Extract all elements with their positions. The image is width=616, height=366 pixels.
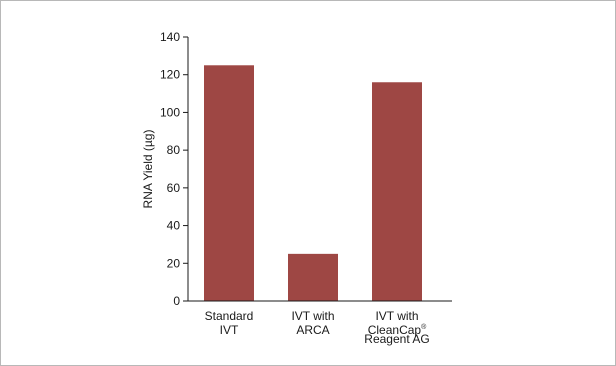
y-tick-label-60: 60 <box>167 181 181 195</box>
y-tick-label-40: 40 <box>167 219 181 233</box>
y-tick-label-20: 20 <box>167 256 181 270</box>
x-category-label-2: IVT with ARCA <box>291 309 334 337</box>
y-tick-label-100: 100 <box>160 105 180 119</box>
x-category-label-3: IVT with CleanCap® Reagent AG <box>364 309 429 346</box>
y-tick-label-140: 140 <box>160 30 180 44</box>
y-tick-label-120: 120 <box>160 68 180 82</box>
bar-1 <box>204 65 254 302</box>
y-axis-title: RNA Yield (µg) <box>141 130 155 209</box>
y-tick-label-0: 0 <box>173 294 180 308</box>
y-tick-label-80: 80 <box>167 143 181 157</box>
bar-2 <box>288 253 338 301</box>
bar-3 <box>372 82 422 301</box>
x-category-label-1: Standard IVT <box>205 309 254 337</box>
